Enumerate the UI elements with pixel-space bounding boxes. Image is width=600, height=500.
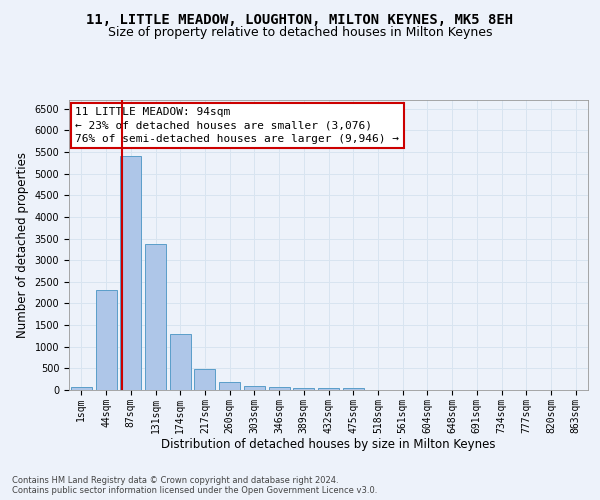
Bar bbox=[145, 244, 166, 390]
Bar bbox=[318, 388, 339, 390]
Bar bbox=[170, 334, 191, 390]
Text: 11, LITTLE MEADOW, LOUGHTON, MILTON KEYNES, MK5 8EH: 11, LITTLE MEADOW, LOUGHTON, MILTON KEYN… bbox=[86, 12, 514, 26]
X-axis label: Distribution of detached houses by size in Milton Keynes: Distribution of detached houses by size … bbox=[161, 438, 496, 452]
Bar bbox=[244, 386, 265, 390]
Bar bbox=[343, 388, 364, 390]
Text: Contains HM Land Registry data © Crown copyright and database right 2024.
Contai: Contains HM Land Registry data © Crown c… bbox=[12, 476, 377, 495]
Y-axis label: Number of detached properties: Number of detached properties bbox=[16, 152, 29, 338]
Bar bbox=[120, 156, 141, 390]
Bar bbox=[269, 387, 290, 390]
Bar bbox=[194, 369, 215, 390]
Text: 11 LITTLE MEADOW: 94sqm
← 23% of detached houses are smaller (3,076)
76% of semi: 11 LITTLE MEADOW: 94sqm ← 23% of detache… bbox=[75, 108, 399, 144]
Bar bbox=[71, 387, 92, 390]
Bar bbox=[219, 382, 240, 390]
Bar bbox=[95, 290, 116, 390]
Bar bbox=[293, 388, 314, 390]
Text: Size of property relative to detached houses in Milton Keynes: Size of property relative to detached ho… bbox=[108, 26, 492, 39]
